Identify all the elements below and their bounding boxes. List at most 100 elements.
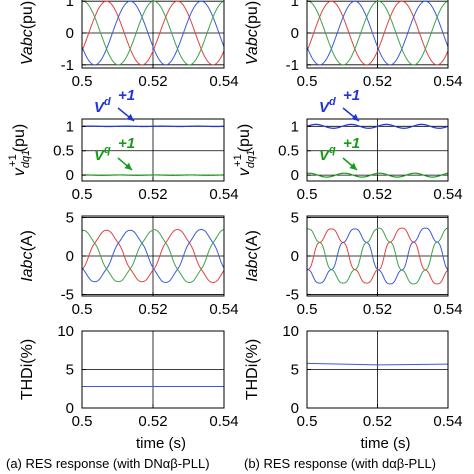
panel-b-thd: 0.5 0.52 0.54 0 5 10 THDi(%) time (s) [244, 323, 463, 452]
panel-a-vdq: 0.5 0.52 0.54 0 0.5 1 vdq1+1(pu) Vd Vq +1 +1 [7, 87, 239, 203]
series-group [307, 0, 448, 66]
vd-annotation-sup: +1 [118, 87, 135, 104]
series-group [82, 229, 224, 283]
x-tick-label: 0.52 [363, 301, 392, 318]
x-tick-label: 0.5 [72, 186, 93, 203]
panel-b-vabc: 0.5 0.52 0.54 -1 0 1 Vabc(pu) [244, 0, 463, 90]
y-tick-label: 0.5 [53, 143, 74, 160]
panel-a-thd: 0.5 0.52 0.54 0 5 10 THDi(%) time (s) [19, 323, 239, 452]
y-tick-label: 0 [66, 25, 74, 42]
x-tick-label: 0.54 [433, 413, 462, 430]
vd-annotation-label: Vd [319, 96, 336, 116]
phase-a-line [82, 0, 224, 66]
vd-annotation-sup: +1 [343, 87, 360, 104]
vd-annotation-arrow-head [126, 113, 134, 121]
y-axis-label: vdq1+1(pu) [232, 124, 257, 176]
y-tick-label: 10 [282, 323, 299, 340]
x-tick-label: 0.52 [363, 186, 392, 203]
y-axis-label: vdq1+1(pu) [7, 124, 32, 176]
vq-line [307, 172, 448, 178]
y-axis-label: Iabc(A) [19, 230, 36, 282]
x-tick-label: 0.5 [72, 301, 93, 318]
y-tick-label: 1 [291, 118, 299, 135]
x-tick-label: 0.5 [297, 73, 318, 90]
x-tick-label: 0.52 [138, 413, 167, 430]
x-tick-label: 0.54 [209, 413, 238, 430]
series-group [82, 125, 224, 176]
x-tick-label: 0.54 [433, 186, 462, 203]
y-tick-label: 0 [66, 167, 74, 184]
x-tick-label: 0.5 [297, 186, 318, 203]
y-tick-label: 0 [291, 248, 299, 265]
y-tick-label: 0 [66, 400, 74, 417]
panel-b-vdq: 0.5 0.52 0.54 0 0.5 1 vdq1+1(pu) Vd Vq +1 +1 [232, 87, 463, 203]
y-tick-label: 0 [291, 167, 299, 184]
phase-a-line [82, 229, 224, 283]
y-tick-label: 1 [66, 0, 74, 10]
y-tick-label: -5 [61, 286, 74, 303]
x-tick-label: 0.52 [363, 413, 392, 430]
x-tick-label: 0.52 [138, 301, 167, 318]
y-tick-label: 5 [66, 362, 74, 379]
series-group [307, 362, 448, 366]
y-tick-label: 5 [66, 210, 74, 227]
y-tick-label: 5 [291, 362, 299, 379]
phase-c-line [82, 229, 224, 283]
phase-b-line [307, 227, 448, 285]
y-tick-label: 10 [57, 323, 74, 340]
y-tick-label: 0.5 [278, 143, 299, 160]
x-tick-label: 0.5 [297, 413, 318, 430]
caption-b: (b) RES response (with dαβ-PLL) [244, 456, 436, 471]
y-tick-label: -1 [61, 57, 74, 74]
y-axis-label: THDi(%) [19, 339, 36, 400]
y-axis-label: Vabc(pu) [19, 1, 36, 65]
vq-annotation-sup: +1 [118, 135, 135, 152]
y-tick-label: 0 [291, 400, 299, 417]
phase-a-line [307, 0, 448, 66]
series-group [82, 0, 224, 66]
y-axis-label: THDi(%) [244, 339, 261, 400]
y-tick-label: 1 [291, 0, 299, 10]
x-tick-label: 0.52 [363, 73, 392, 90]
panel-a-iabc: 0.5 0.52 0.54 -5 0 5 Iabc(A) [19, 210, 239, 318]
caption-a: (a) RES response (with DNαβ-PLL) [6, 456, 210, 471]
x-tick-label: 0.54 [433, 301, 462, 318]
phase-a-line [307, 227, 448, 285]
x-axis-label: time (s) [136, 435, 186, 452]
y-tick-label: 5 [291, 210, 299, 227]
phase-b-line [82, 229, 224, 283]
y-axis-label: Iabc(A) [244, 230, 261, 282]
x-tick-label: 0.54 [209, 186, 238, 203]
panel-a-vabc: 0.5 0.52 0.54 -1 0 1 Vabc(pu) [19, 0, 239, 90]
x-tick-label: 0.54 [209, 73, 238, 90]
vd-annotation-label: Vd [94, 96, 111, 116]
x-tick-label: 0.5 [72, 73, 93, 90]
thd-line [307, 362, 448, 366]
y-axis-label: Vabc(pu) [244, 1, 261, 65]
x-tick-label: 0.54 [433, 73, 462, 90]
y-tick-label: 1 [66, 118, 74, 135]
vq-annotation-label: Vq [94, 144, 111, 164]
y-tick-label: 0 [66, 248, 74, 265]
x-axis-label: time (s) [361, 435, 411, 452]
y-tick-label: 0 [291, 25, 299, 42]
x-tick-label: 0.5 [297, 301, 318, 318]
vd-line [307, 123, 448, 129]
x-tick-label: 0.54 [209, 301, 238, 318]
phase-c-line [307, 227, 448, 285]
phase-c-line [82, 0, 224, 66]
series-group [307, 123, 448, 178]
vq-annotation-arrow-head [124, 162, 132, 170]
series-group [307, 227, 448, 285]
phase-c-line [307, 0, 448, 66]
phase-b-line [82, 0, 224, 66]
vq-annotation-arrow-head [349, 162, 357, 170]
x-tick-label: 0.5 [72, 413, 93, 430]
x-tick-label: 0.52 [138, 186, 167, 203]
y-tick-label: -5 [286, 286, 299, 303]
y-tick-label: -1 [286, 57, 299, 74]
vq-annotation-label: Vq [319, 144, 336, 164]
x-tick-label: 0.52 [138, 73, 167, 90]
